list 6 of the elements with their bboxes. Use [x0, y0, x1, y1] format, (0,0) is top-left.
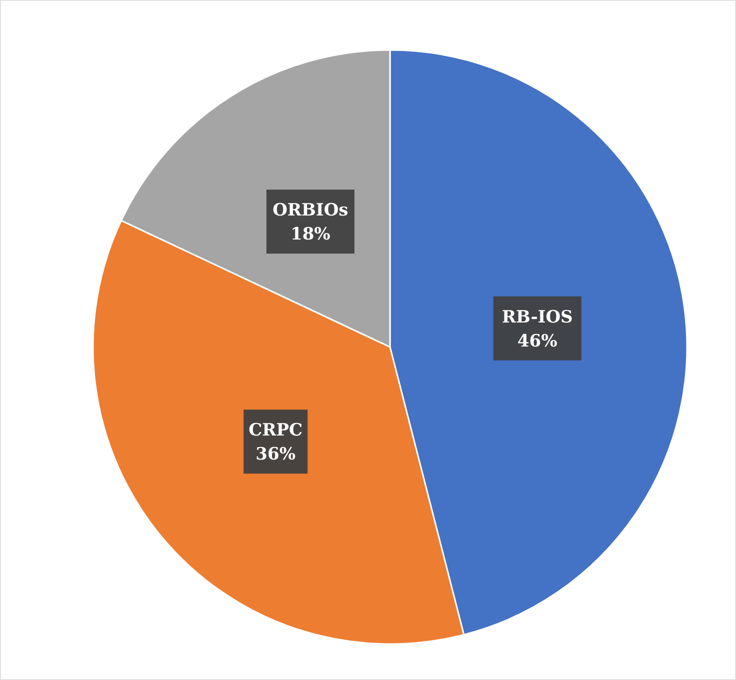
data-label: 36% [256, 444, 296, 465]
data-label: 46% [517, 331, 558, 352]
data-label: 18% [290, 224, 330, 245]
slice-label: RB-IOS [502, 307, 573, 328]
slice-label: CRPC [248, 420, 303, 441]
slice-label: ORBIOs [272, 200, 348, 221]
